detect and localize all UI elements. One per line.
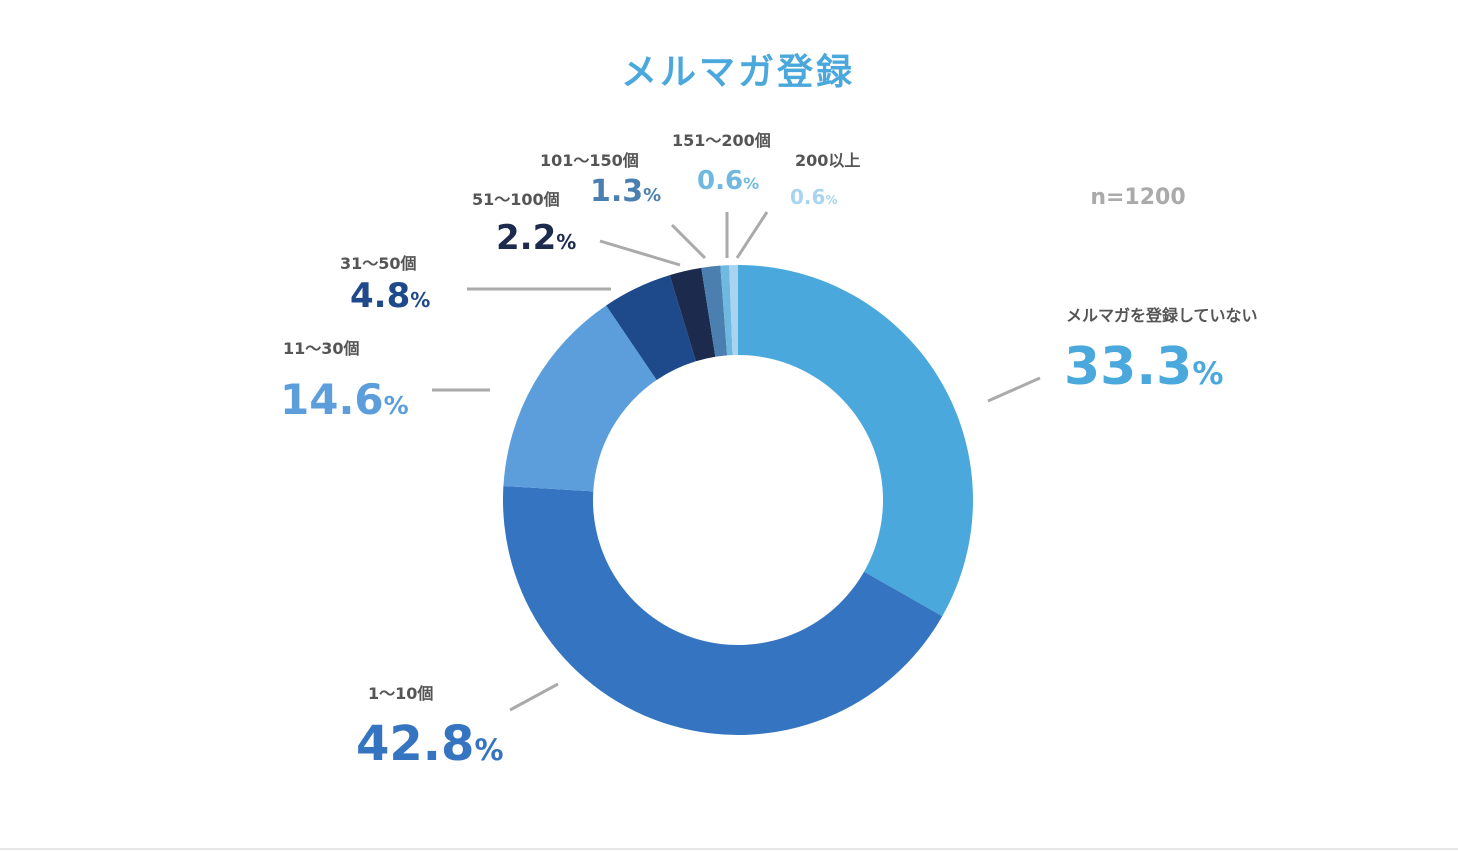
value-label: 1.3%: [590, 174, 661, 209]
category-label: 200以上: [795, 151, 860, 170]
donut-slice: [503, 305, 657, 492]
category-label: メルマガを登録していない: [1066, 306, 1258, 325]
chart-title: メルマガ登録: [621, 52, 855, 93]
donut-slice: [701, 265, 728, 357]
donut-slice: [606, 275, 696, 380]
category-label: 51〜100個: [472, 190, 560, 209]
leader-line: [599, 239, 681, 267]
value-label: 2.2%: [496, 218, 576, 258]
donut-slice: [720, 265, 733, 356]
category-label: 11〜30個: [283, 339, 360, 358]
value-label: 0.6%: [697, 166, 759, 196]
leader-line: [735, 211, 769, 259]
category-label: 101〜150個: [540, 151, 639, 170]
value-label: 42.8%: [356, 716, 504, 772]
category-label: 1〜10個: [368, 684, 433, 703]
value-label: 14.6%: [280, 375, 409, 424]
leader-line: [987, 376, 1041, 403]
category-label: 31〜50個: [340, 254, 417, 273]
leader-line: [509, 682, 559, 712]
donut-slice: [502, 486, 943, 736]
donut-slice: [729, 265, 738, 356]
sample-size: n=1200: [1090, 185, 1185, 210]
value-label: 4.8%: [350, 276, 430, 316]
category-label: 151〜200個: [672, 131, 771, 150]
leader-line: [670, 223, 707, 260]
value-label: 0.6%: [790, 185, 837, 209]
donut-slice: [669, 267, 716, 362]
value-label: 33.3%: [1064, 337, 1223, 397]
donut-slice: [738, 265, 973, 617]
